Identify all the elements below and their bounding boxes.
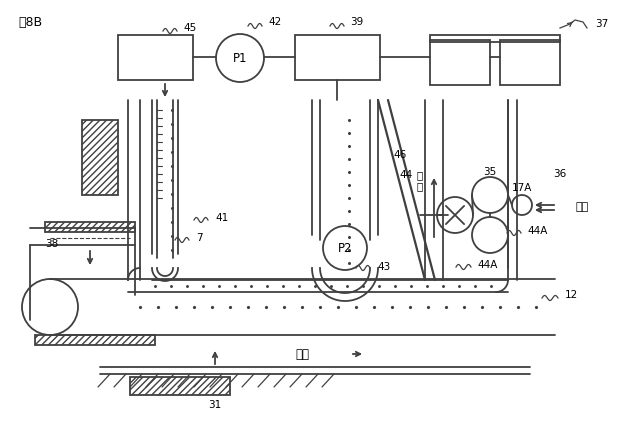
Text: 吸: 吸 xyxy=(417,170,423,180)
Circle shape xyxy=(512,195,532,215)
Text: 17A: 17A xyxy=(512,183,532,193)
Bar xyxy=(430,35,560,42)
Text: 37: 37 xyxy=(595,19,608,29)
Text: 31: 31 xyxy=(209,400,221,410)
Text: 39: 39 xyxy=(350,17,364,27)
Circle shape xyxy=(22,279,78,335)
Text: 43: 43 xyxy=(377,262,390,272)
Bar xyxy=(430,40,490,85)
Text: 46: 46 xyxy=(394,150,407,160)
Text: P2: P2 xyxy=(338,241,352,254)
Bar xyxy=(82,120,118,195)
Text: 35: 35 xyxy=(483,167,497,177)
Bar xyxy=(45,222,135,232)
Text: 図8B: 図8B xyxy=(18,15,42,28)
Text: 42: 42 xyxy=(268,17,281,27)
Text: 7: 7 xyxy=(196,233,203,243)
Circle shape xyxy=(323,226,367,270)
Text: 44A: 44A xyxy=(477,260,497,270)
Bar xyxy=(130,377,230,395)
Circle shape xyxy=(437,197,473,233)
Text: 圧送: 圧送 xyxy=(295,347,309,360)
Text: 38: 38 xyxy=(45,239,58,249)
Text: 41: 41 xyxy=(215,213,228,223)
Text: 36: 36 xyxy=(554,169,566,179)
Text: 引: 引 xyxy=(417,181,423,191)
Text: 45: 45 xyxy=(183,23,196,33)
Text: 44A: 44A xyxy=(527,226,547,236)
Bar xyxy=(118,35,193,80)
Circle shape xyxy=(472,177,508,213)
Bar xyxy=(500,40,560,85)
Bar xyxy=(295,35,380,80)
Circle shape xyxy=(472,217,508,253)
Text: 12: 12 xyxy=(565,290,579,300)
Circle shape xyxy=(216,34,264,82)
Text: 空気: 空気 xyxy=(575,202,588,212)
Text: P1: P1 xyxy=(233,52,247,64)
Text: 44: 44 xyxy=(400,170,413,180)
Bar xyxy=(35,335,155,345)
